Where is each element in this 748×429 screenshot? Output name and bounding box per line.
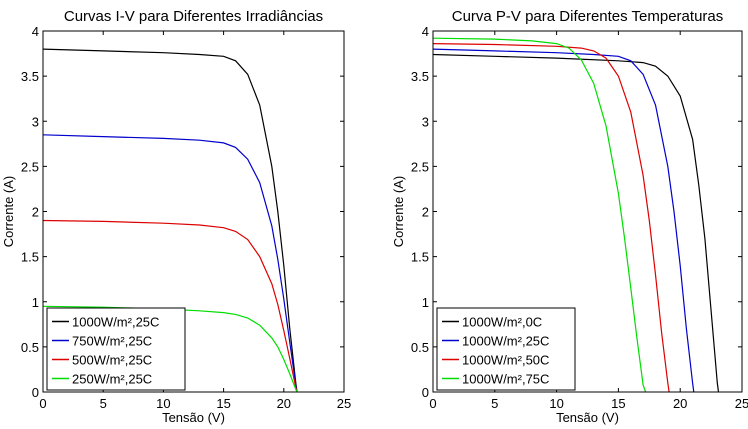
- y-tick-label: 3: [422, 114, 429, 129]
- legend-entry-4: 1000W/m²,75C: [462, 372, 549, 387]
- y-tick-label: 0.5: [21, 340, 39, 355]
- series-line-3: [43, 219, 298, 392]
- legend-box: [436, 307, 576, 391]
- x-tick-label: 15: [611, 396, 625, 411]
- y-tick-label: 3.5: [411, 69, 429, 84]
- chart-panel-1: Curvas I-V para Diferentes Irradiâncias 0…: [1, 8, 351, 425]
- series-line-4: [433, 37, 647, 392]
- y-tick-label: 1: [422, 295, 429, 310]
- y-tick-label: 3: [32, 114, 39, 129]
- x-tick-label: 0: [429, 396, 436, 411]
- x-tick-label: 25: [735, 396, 748, 411]
- chart-title: Curvas I-V para Diferentes Irradiâncias: [64, 8, 323, 25]
- legend-entry-3: 1000W/m²,50C: [462, 353, 549, 368]
- y-tick-label: 2.5: [411, 159, 429, 174]
- legend: 1000W/m²,0C 1000W/m²,25C 1000W/m²,50C 1000W…: [436, 307, 576, 391]
- x-tick-label: 15: [216, 396, 230, 411]
- y-tick-label: 1.5: [411, 250, 429, 265]
- series-line-2: [43, 134, 298, 392]
- y-axis-label: Corrente (A): [1, 176, 16, 248]
- series-line-3: [433, 43, 670, 392]
- x-axis-label: Tensão (V): [162, 410, 225, 425]
- legend-entry-3: 500W/m²,25C: [72, 353, 152, 368]
- y-tick-label: 4: [422, 24, 429, 39]
- y-tick-label: 0.5: [411, 340, 429, 355]
- legend-entry-2: 750W/m²,25C: [72, 334, 152, 349]
- x-tick-label: 10: [549, 396, 563, 411]
- chart-title: Curva P-V para Diferentes Temperaturas: [452, 8, 724, 25]
- x-tick-label: 10: [156, 396, 170, 411]
- legend-box: [46, 307, 186, 391]
- y-tick-label: 2: [32, 205, 39, 220]
- y-tick-label: 1: [32, 295, 39, 310]
- y-tick-label: 2.5: [21, 159, 39, 174]
- x-tick-label: 5: [491, 396, 498, 411]
- legend-entry-1: 1000W/m²,0C: [462, 315, 542, 330]
- x-tick-label: 20: [277, 396, 291, 411]
- series-line-2: [433, 48, 695, 392]
- x-tick-label: 25: [337, 396, 351, 411]
- y-axis-label: Corrente (A): [391, 176, 406, 248]
- y-tick-label: 0: [32, 385, 39, 400]
- legend: 1000W/m²,25C 750W/m²,25C 500W/m²,25C 250W/m…: [46, 307, 186, 391]
- x-tick-label: 0: [39, 396, 46, 411]
- legend-entry-2: 1000W/m²,25C: [462, 334, 549, 349]
- x-tick-label: 5: [100, 396, 107, 411]
- y-tick-label: 4: [32, 24, 39, 39]
- y-tick-label: 2: [422, 205, 429, 220]
- legend-entry-1: 1000W/m²,25C: [72, 315, 159, 330]
- chart-panel-2: Curva P-V para Diferentes Temperaturas 0 5…: [391, 8, 748, 425]
- y-tick-label: 3.5: [21, 69, 39, 84]
- x-axis-label: Tensão (V): [556, 410, 619, 425]
- y-tick-label: 0: [422, 385, 429, 400]
- x-tick-label: 20: [673, 396, 687, 411]
- legend-entry-4: 250W/m²,25C: [72, 372, 152, 387]
- y-tick-label: 1.5: [21, 250, 39, 265]
- series-line-1: [433, 53, 720, 392]
- series-line-1: [43, 48, 298, 392]
